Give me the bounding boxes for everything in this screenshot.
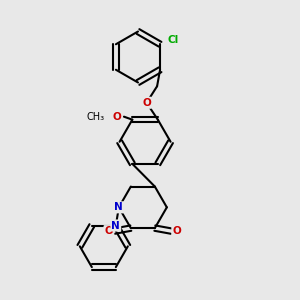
Text: O: O [142,98,151,108]
Text: O: O [113,112,122,122]
Text: O: O [105,226,113,236]
Text: O: O [172,226,181,236]
Text: Cl: Cl [168,35,179,45]
Text: N: N [115,202,123,212]
Text: N: N [112,220,120,230]
Text: CH₃: CH₃ [87,112,105,122]
